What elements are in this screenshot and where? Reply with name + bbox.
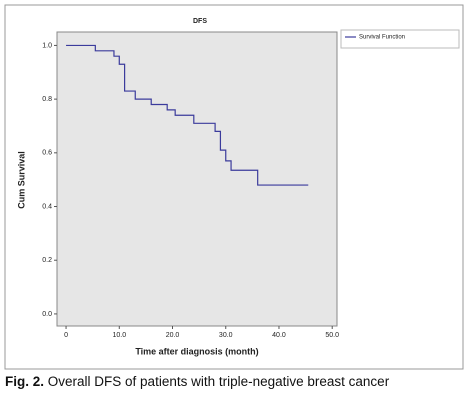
legend [340,29,460,49]
x-axis-label: Time after diagnosis (month) [135,346,258,356]
x-tick-label: 10.0 [112,332,126,339]
y-tick-label: 0.2 [42,257,52,264]
caption-text: Overall DFS of patients with triple-nega… [47,374,390,389]
x-tick-label: 30.0 [219,332,233,339]
y-tick-label: 1.0 [42,42,52,49]
y-axis-label: Cum Survival [16,151,26,209]
y-tick-label: 0.6 [42,150,52,157]
survival-line [66,44,309,186]
x-tick-label: 50.0 [325,332,339,339]
chart: DFS Time after diagnosis (month) Cum Sur… [4,4,464,370]
chart-title: DFS [193,18,207,25]
plot-area [56,31,338,327]
caption: Fig. 2. Overall DFS of patients with tri… [5,374,389,389]
x-tick-label: 40.0 [272,332,286,339]
y-tick-label: 0.8 [42,96,52,103]
x-tick-label: 20.0 [166,332,180,339]
legend-label: Survival Function [359,35,405,41]
y-tick-label: 0.4 [42,203,52,210]
y-tick-label: 0.0 [42,311,52,318]
x-tick-label: 0 [64,332,68,339]
caption-label: Fig. 2. [5,374,45,389]
